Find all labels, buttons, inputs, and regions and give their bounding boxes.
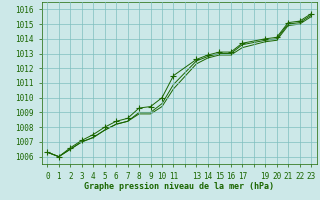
X-axis label: Graphe pression niveau de la mer (hPa): Graphe pression niveau de la mer (hPa)	[84, 182, 274, 191]
